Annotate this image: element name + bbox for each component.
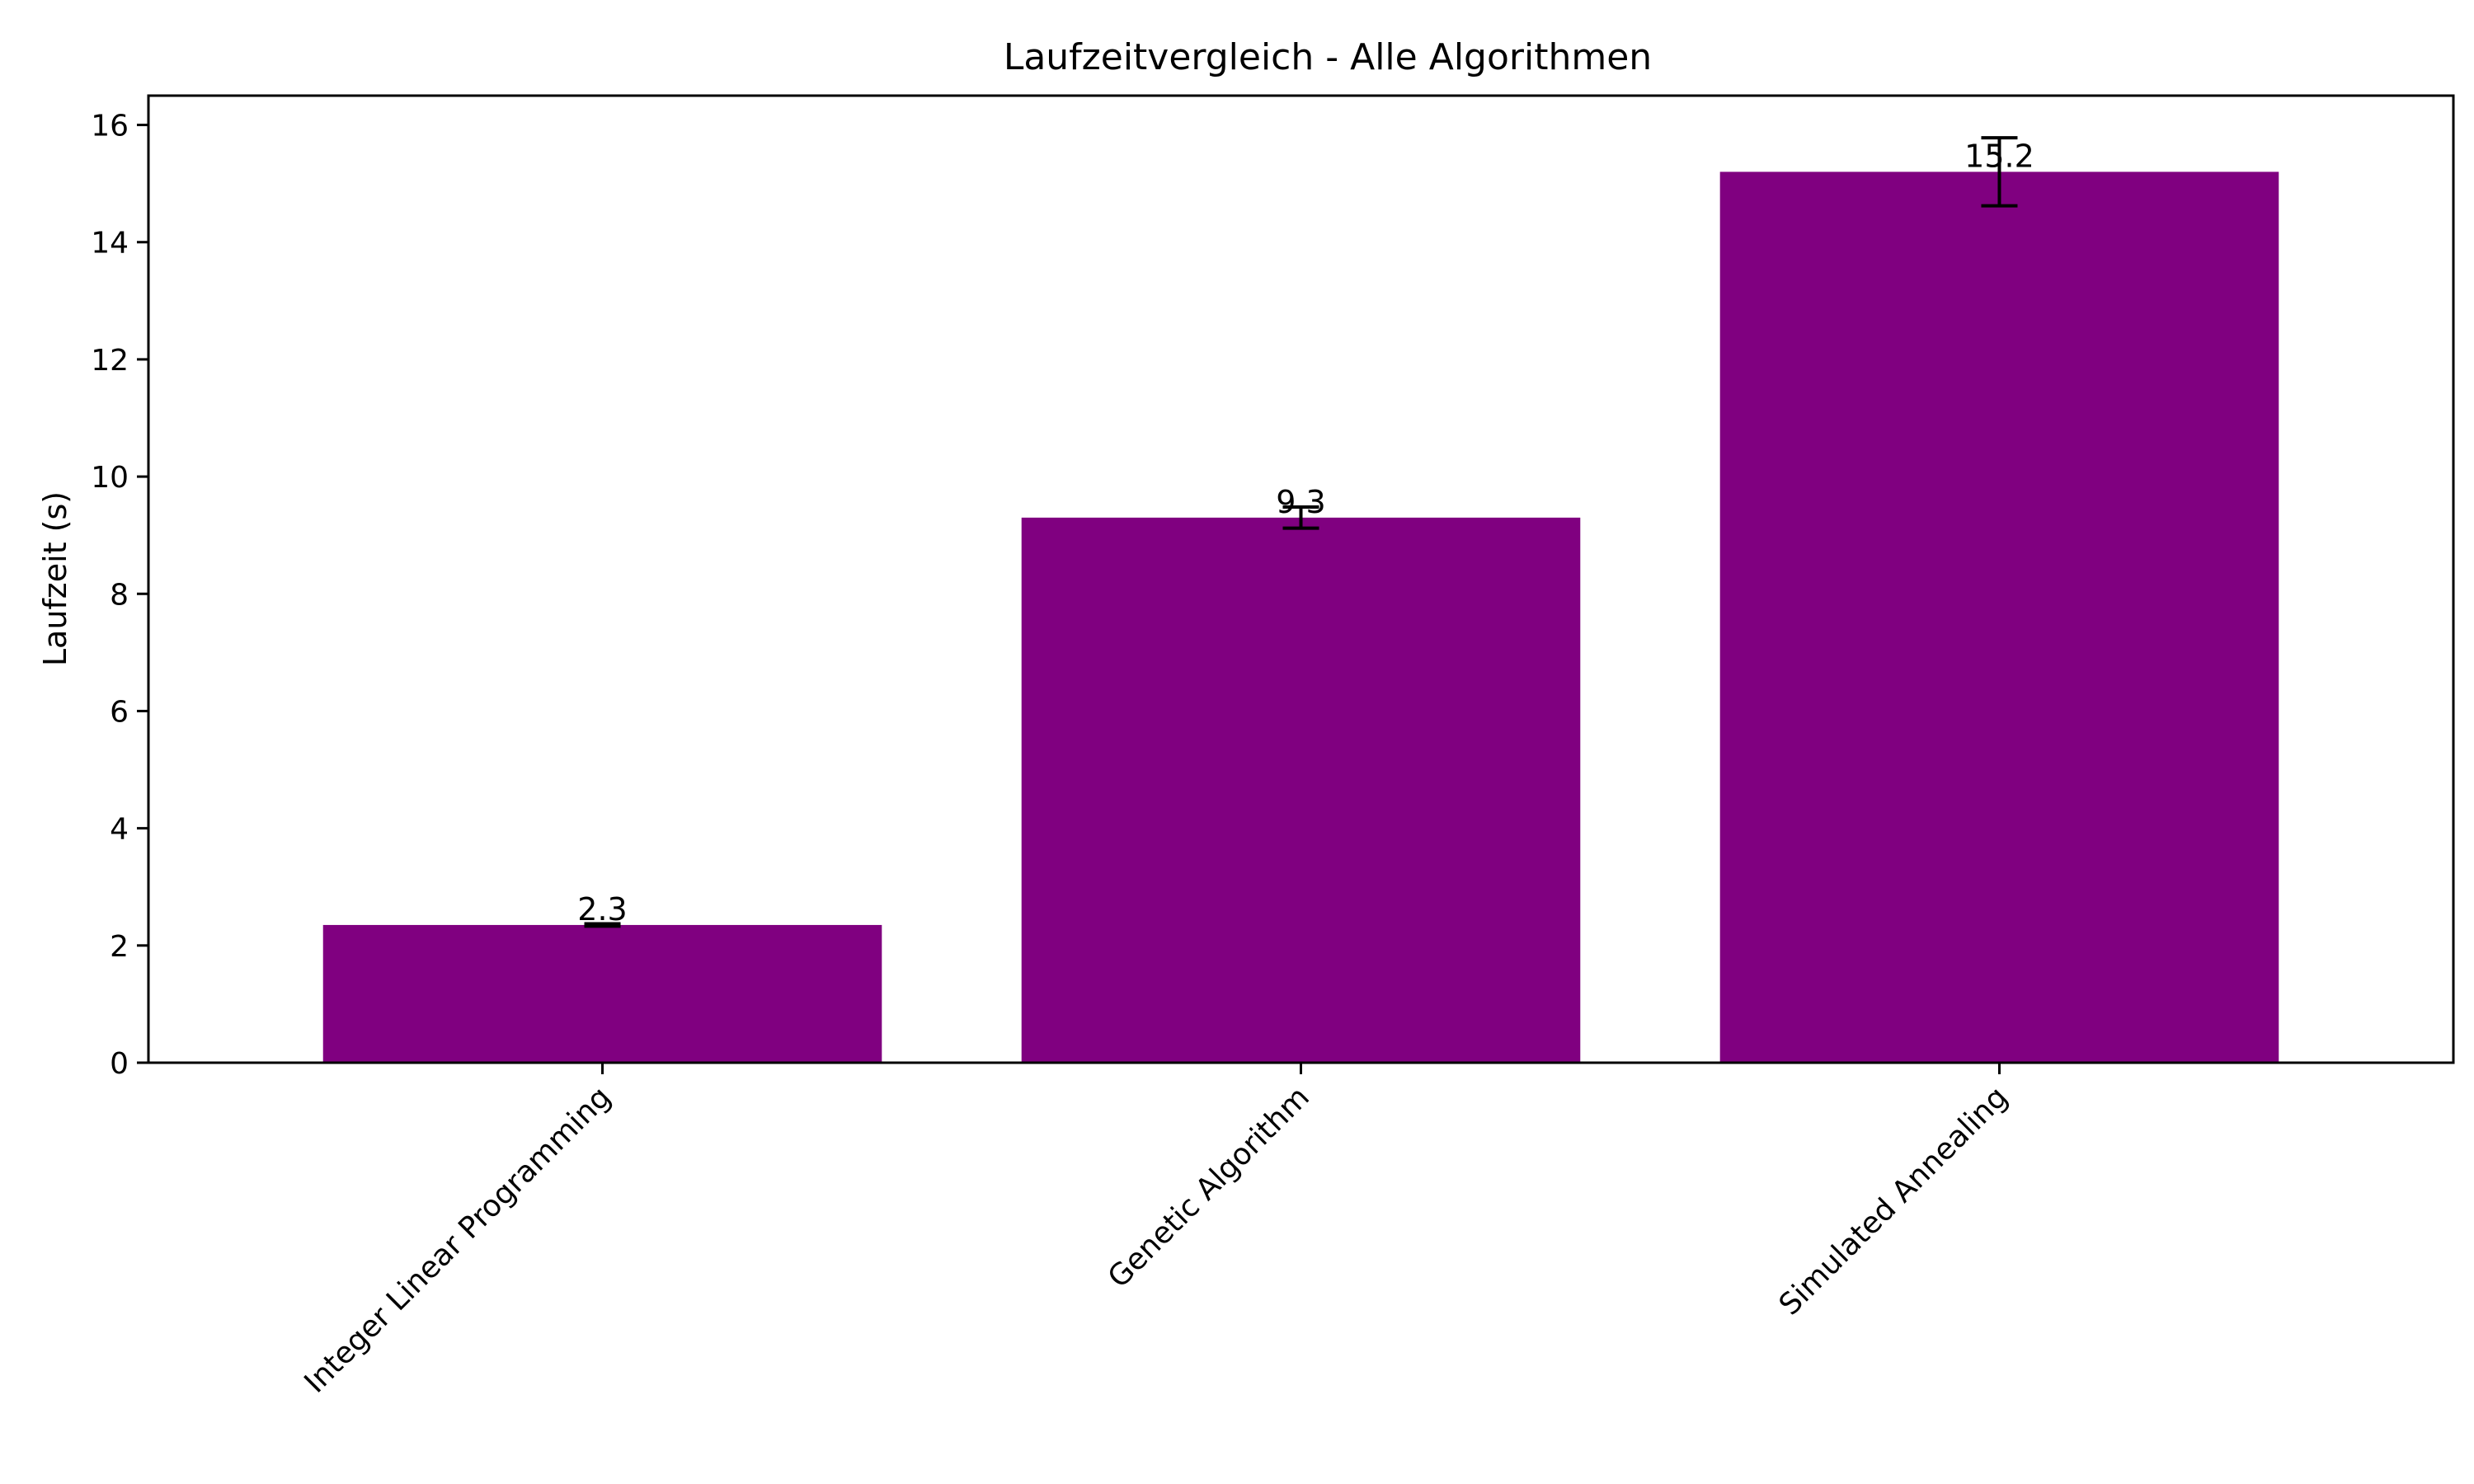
x-tick-label: Simulated Annealing (1773, 1080, 2015, 1322)
y-axis-label: Laufzeit (s) (37, 491, 73, 666)
data-labels-layer: 2.3 9.3 15.2 (577, 138, 2034, 928)
y-tick-label: 8 (110, 578, 129, 612)
y-tick-label: 10 (91, 461, 129, 495)
y-axis-ticks: 0 2 4 6 8 10 12 14 16 (91, 110, 148, 1081)
y-tick-label: 12 (91, 344, 129, 378)
chart-title: Laufzeitvergleich - Alle Algorithmen (1004, 36, 1652, 78)
error-bar (1981, 136, 2018, 208)
bar (322, 924, 882, 1063)
y-tick-label: 14 (91, 227, 129, 261)
x-axis-ticks: Integer Linear Programming Genetic Algori… (298, 1063, 2015, 1400)
bars-layer (322, 171, 2279, 1063)
x-tick-label: Genetic Algorithm (1102, 1080, 1316, 1294)
y-tick-label: 0 (110, 1047, 129, 1081)
error-bar (1282, 505, 1319, 530)
data-label: 9.3 (1276, 484, 1325, 520)
y-tick-label: 16 (91, 110, 129, 143)
bar (1021, 517, 1581, 1063)
error-bar (584, 922, 621, 928)
data-label: 2.3 (577, 891, 627, 928)
bar (1719, 171, 2279, 1063)
y-tick-label: 4 (110, 813, 129, 847)
error-bars-layer (584, 136, 2018, 928)
y-tick-label: 2 (110, 930, 129, 964)
x-tick-label: Integer Linear Programming (298, 1080, 617, 1399)
y-tick-label: 6 (110, 695, 129, 729)
data-label: 15.2 (1964, 138, 2034, 174)
